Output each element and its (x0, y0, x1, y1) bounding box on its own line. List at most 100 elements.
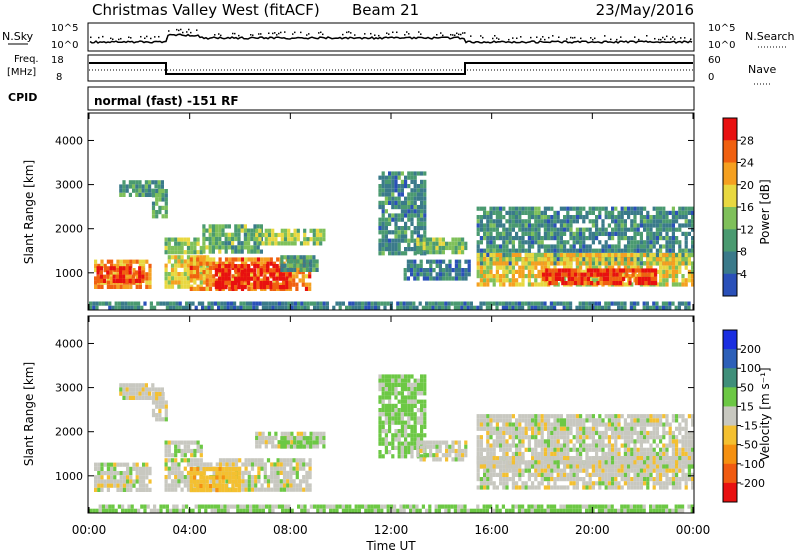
heatmap-cell (521, 451, 525, 457)
heatmap-cell (579, 236, 583, 241)
heatmap-cell (404, 196, 408, 201)
heatmap-cell (595, 236, 599, 241)
heatmap-cell (492, 227, 496, 232)
heatmap-cell (218, 483, 222, 488)
heatmap-cell (623, 261, 627, 266)
heatmap-cell (228, 488, 232, 493)
heatmap-cell (602, 276, 606, 281)
heatmap-cell (441, 250, 445, 255)
heatmap-cell (505, 481, 509, 486)
heatmap-cell (218, 276, 222, 281)
heatmap-cell (604, 227, 608, 232)
heatmap-cell (556, 210, 560, 215)
heatmap-cell (397, 445, 401, 450)
heatmap-cell (119, 387, 123, 392)
heatmap-cell (460, 301, 464, 306)
heatmap-cell (553, 418, 557, 423)
heatmap-cell (614, 261, 618, 266)
heatmap-cell (391, 433, 395, 438)
heatmap-cell (256, 270, 261, 275)
heatmap-cell (281, 305, 285, 310)
heatmap-cell (229, 305, 233, 310)
heatmap-cell (556, 301, 560, 306)
heatmap-cell (264, 228, 268, 233)
heatmap-cell (473, 305, 477, 310)
heatmap-cell (180, 440, 184, 445)
heatmap-cell (636, 257, 640, 262)
heatmap-cell (263, 466, 267, 471)
heatmap-cell (540, 265, 544, 270)
heatmap-cell (406, 276, 410, 281)
heatmap-cell (691, 269, 695, 274)
heatmap-cell (167, 280, 171, 285)
heatmap-cell (177, 284, 181, 289)
heatmap-cell (675, 252, 679, 257)
heatmap-cell (636, 414, 640, 419)
heatmap-cell (466, 305, 470, 310)
nsky-dot (464, 32, 466, 34)
heatmap-cell (668, 223, 672, 228)
heatmap-cell (122, 188, 126, 193)
heatmap-cell (273, 462, 277, 467)
heatmap-cell (240, 245, 244, 250)
heatmap-cell (691, 223, 695, 228)
heatmap-cell (607, 248, 611, 253)
heatmap-cell (96, 278, 100, 283)
heatmap-cell (585, 265, 589, 270)
heatmap-cell (585, 443, 589, 448)
heatmap-cell (554, 268, 558, 273)
heatmap-cell (518, 443, 522, 448)
heatmap-cell (623, 439, 627, 444)
heatmap-cell (569, 219, 573, 224)
heatmap-cell (633, 451, 637, 457)
heatmap-cell (234, 280, 238, 285)
heatmap-cell (530, 301, 534, 306)
heatmap-cell (508, 477, 512, 482)
heatmap-cell (543, 206, 547, 211)
heatmap-cell (495, 443, 499, 448)
heatmap-cell (638, 281, 642, 286)
heatmap-cell (582, 447, 586, 452)
heatmap-cell (691, 248, 695, 253)
heatmap-cell (543, 231, 547, 236)
heatmap-cell (381, 188, 385, 193)
heatmap-cell (151, 205, 156, 210)
heatmap-cell (457, 440, 461, 445)
heatmap-cell (400, 200, 404, 205)
heatmap-cell (556, 253, 560, 258)
heatmap-cell (305, 483, 309, 488)
heatmap-cell (319, 440, 323, 445)
heatmap-cell (269, 261, 273, 266)
heatmap-cell (215, 236, 219, 242)
heatmap-cell (563, 451, 567, 457)
nsky-dot (90, 36, 92, 39)
heatmap-cell (537, 236, 541, 241)
heatmap-cell (384, 450, 388, 455)
heatmap-cell (438, 259, 442, 264)
heatmap-cell (527, 418, 531, 423)
heatmap-cell (687, 439, 691, 444)
nsky-dot (658, 38, 660, 41)
heatmap-cell (126, 259, 130, 264)
heatmap-cell (457, 250, 461, 255)
heatmap-cell (547, 435, 551, 440)
nsky-dot (158, 35, 160, 38)
heatmap-cell (505, 210, 509, 215)
heatmap-cell (404, 454, 408, 459)
heatmap-cell (119, 263, 123, 268)
heatmap-cell (527, 253, 531, 258)
heatmap-cell (283, 440, 287, 445)
heatmap-cell (508, 215, 512, 220)
heatmap-cell (585, 215, 589, 220)
heatmap-cell (550, 430, 554, 436)
heatmap-cell (575, 426, 579, 431)
heatmap-cell (132, 383, 136, 388)
heatmap-cell (158, 396, 162, 401)
heatmap-cell (100, 466, 104, 471)
heatmap-cell (151, 392, 156, 397)
heatmap-cell (457, 453, 461, 458)
heatmap-cell (569, 231, 573, 236)
heatmap-cell (407, 403, 411, 408)
heatmap-cell (394, 416, 398, 421)
heatmap-cell (543, 426, 547, 431)
